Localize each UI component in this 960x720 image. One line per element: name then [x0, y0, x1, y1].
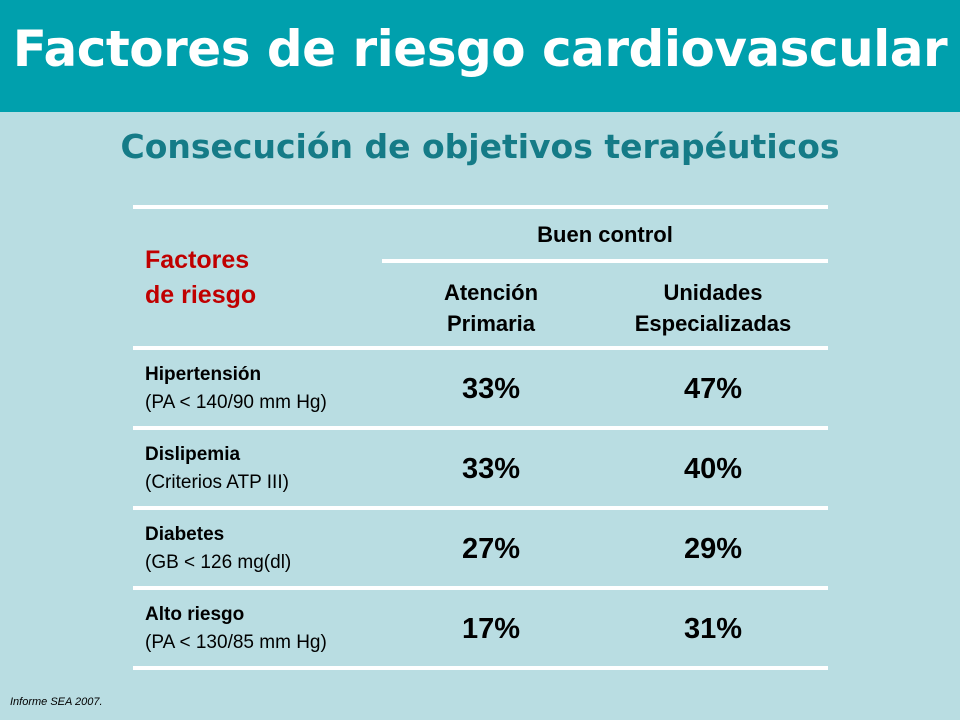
table-row-label: Hipertensión (PA < 140/90 mm Hg) — [145, 361, 327, 417]
slide-subtitle: Consecución de objetivos terapéuticos — [120, 127, 840, 166]
title-bar: Factores de riesgo cardiovascular — [0, 0, 960, 112]
column-heading-line1: Unidades — [663, 280, 763, 305]
column-heading-line1: Atención — [443, 280, 539, 305]
row-divider — [133, 506, 828, 510]
risk-factors-heading-line2: de riesgo — [145, 281, 257, 309]
row-divider — [133, 426, 828, 430]
specialized-units-value: 47% — [683, 373, 743, 405]
risk-factor-name: Alto riesgo — [145, 604, 245, 625]
specialized-units-value: 31% — [683, 613, 743, 645]
table-row-label: Alto riesgo (PA < 130/85 mm Hg) — [145, 601, 327, 657]
risk-factor-name: Dislipemia — [145, 444, 241, 465]
risk-factor-criterion: (PA < 140/90 mm Hg) — [145, 392, 327, 413]
header-bottom-rule — [133, 346, 828, 350]
table-bottom-rule — [133, 666, 828, 670]
primary-care-value: 17% — [461, 613, 521, 645]
specialized-units-value: 40% — [683, 453, 743, 485]
risk-factor-name: Diabetes — [145, 524, 225, 545]
primary-care-value: 27% — [461, 533, 521, 565]
source-footnote: Informe SEA 2007. — [10, 696, 103, 708]
risk-factors-heading: Factores de riesgo — [145, 243, 256, 313]
primary-care-value: 33% — [461, 373, 521, 405]
primary-care-value: 33% — [461, 453, 521, 485]
column-heading-line2: Primaria — [446, 311, 536, 336]
group-heading-rule — [382, 259, 828, 263]
table-top-rule — [133, 205, 828, 209]
good-control-heading: Buen control — [537, 222, 673, 247]
risk-factor-criterion: (Criterios ATP III) — [145, 472, 289, 493]
risk-factor-name: Hipertensión — [145, 364, 262, 385]
row-divider — [133, 586, 828, 590]
column-heading-line2: Especializadas — [634, 311, 792, 336]
risk-factor-criterion: (PA < 130/85 mm Hg) — [145, 632, 327, 653]
slide-title: Factores de riesgo cardiovascular — [12, 20, 948, 78]
risk-factors-heading-line1: Factores — [145, 246, 250, 274]
column-heading-primary-care: Atención Primaria — [400, 277, 582, 339]
risk-factor-criterion: (GB < 126 mg(dl) — [145, 552, 292, 573]
column-heading-specialized-units: Unidades Especializadas — [600, 277, 826, 339]
table-row-label: Diabetes (GB < 126 mg(dl) — [145, 521, 291, 577]
specialized-units-value: 29% — [683, 533, 743, 565]
table-row-label: Dislipemia (Criterios ATP III) — [145, 441, 289, 497]
